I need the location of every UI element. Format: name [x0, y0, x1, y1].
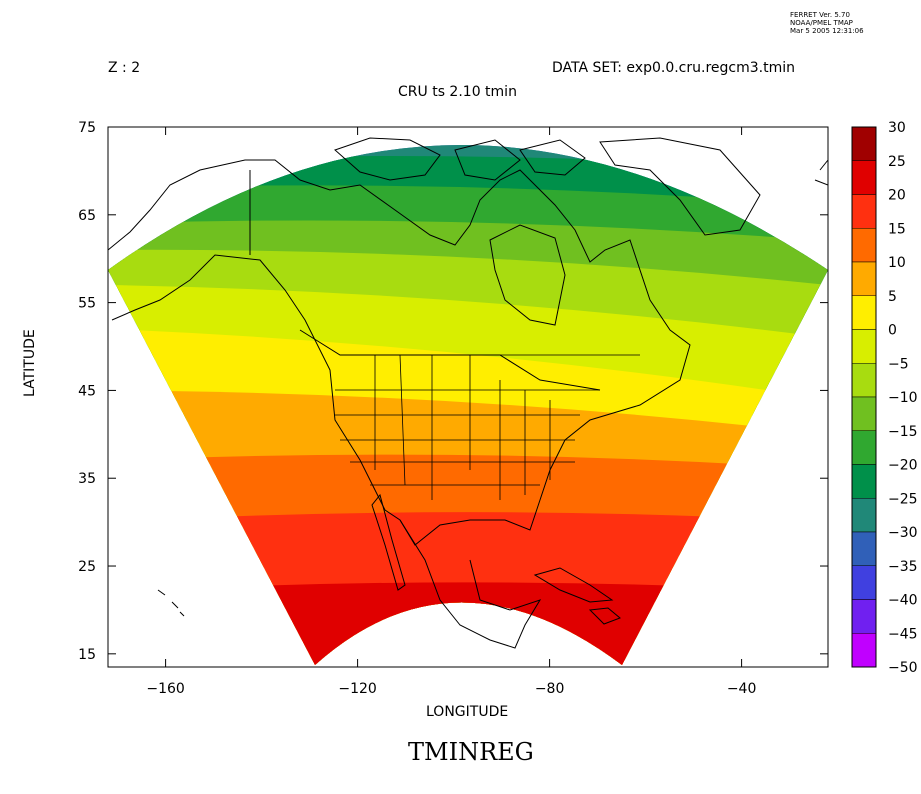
y-tick-label: 25 [78, 559, 96, 575]
colorbar-label: −30 [888, 525, 918, 541]
colorbar-swatch [851, 295, 877, 330]
colorbar-swatch [851, 599, 877, 634]
colorbar-swatch [851, 464, 877, 499]
colorbar-swatch [851, 228, 877, 263]
colorbar-label: −5 [888, 356, 909, 372]
colorbar-swatch [851, 194, 877, 229]
colorbar-label: 5 [888, 289, 897, 305]
stamp-line-org: NOAA/PMEL TMAP [790, 19, 853, 27]
coastline-baja [371, 493, 406, 591]
temperature-field [108, 145, 828, 665]
colorbar-swatch [851, 363, 877, 398]
colorbar-label: 0 [888, 323, 897, 339]
colorbar: 30 25 20 15 10 5 0 −5 −10 −15 −20 −25 −30 −35 −40 −45 −5… [851, 120, 918, 676]
colorbar-label: −10 [888, 390, 918, 406]
colorbar-swatch [851, 126, 877, 161]
y-tick-label: 45 [78, 383, 96, 399]
coastline-hawaii [157, 589, 185, 617]
colorbar-label: −15 [888, 424, 918, 440]
colorbar-label: 15 [888, 221, 906, 237]
colorbar-label: −50 [888, 660, 918, 676]
x-tick-label: −40 [727, 681, 757, 697]
colorbar-label: 10 [888, 255, 906, 271]
coastline-greenland [599, 137, 761, 236]
plot-subtitle: CRU ts 2.10 tmin [398, 84, 517, 100]
colorbar-swatch [851, 160, 877, 195]
y-tick-label: 55 [78, 296, 96, 312]
colorbar-label: 30 [888, 120, 906, 136]
coastline-mexico [399, 519, 542, 649]
x-tick-label: −120 [338, 681, 376, 697]
colorbar-swatch [851, 329, 877, 364]
colorbar-frame [851, 126, 877, 668]
stamp-line-version: FERRET Ver. 5.70 [790, 11, 850, 19]
y-tick-label: 15 [78, 647, 96, 663]
coastline-cuba [533, 567, 614, 603]
colorbar-label: −45 [888, 626, 918, 642]
z-level-label: Z : 2 [108, 60, 141, 76]
colorbar-label: −25 [888, 491, 918, 507]
colorbar-swatch [851, 633, 877, 668]
coastline-hudson-bay [489, 224, 566, 326]
dataset-label: DATA SET: exp0.0.cru.regcm3.tmin [552, 60, 795, 76]
coastline-iceland [814, 159, 828, 186]
y-tick-label: 35 [78, 471, 96, 487]
colorbar-swatch [851, 430, 877, 465]
colorbar-label: −35 [888, 559, 918, 575]
colorbar-label: −40 [888, 593, 918, 609]
colorbar-swatch [851, 396, 877, 431]
colorbar-swatch [851, 565, 877, 600]
stamp-line-date: Mar 5 2005 12:31:06 [790, 27, 864, 35]
coastlines [108, 137, 828, 649]
ferret-version-stamp: FERRET Ver. 5.70 NOAA/PMEL TMAP Mar 5 20… [790, 11, 864, 35]
x-axis-label: LONGITUDE [426, 704, 509, 720]
colorbar-swatch [851, 261, 877, 296]
coastline-north-america [108, 159, 691, 546]
x-tick-label: −160 [146, 681, 184, 697]
colorbar-label: 20 [888, 188, 906, 204]
bottom-title: TMINREG [408, 738, 534, 766]
coastline-hispaniola [588, 607, 621, 625]
colorbar-swatch [851, 498, 877, 533]
colorbar-label: 25 [888, 154, 906, 170]
x-tick-label: −80 [535, 681, 565, 697]
colorbar-label: −20 [888, 458, 918, 474]
coastline-arctic-islands [334, 137, 586, 181]
y-tick-label: 65 [78, 208, 96, 224]
canada-us-border [249, 170, 601, 391]
y-tick-label: 75 [78, 120, 96, 136]
colorbar-swatch [851, 531, 877, 566]
plot-frame [107, 126, 829, 668]
axes: −160 −120 −80 −40 15 25 35 45 55 65 75 [78, 120, 828, 697]
